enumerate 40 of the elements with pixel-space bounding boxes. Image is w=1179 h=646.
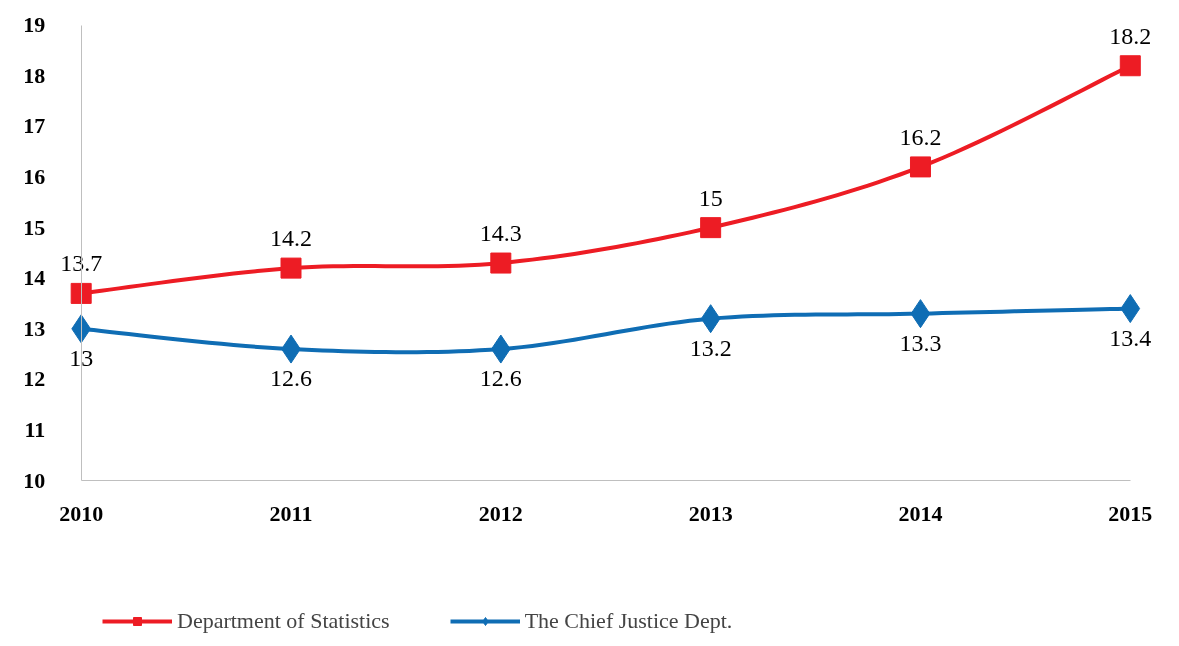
point [280,257,302,279]
y-tick-label: 16 [23,164,46,190]
point [490,252,512,274]
data-label: 14.2 [270,225,312,252]
x-tick-label: 2014 [898,500,943,526]
point [1120,294,1141,324]
data-label: 13.3 [899,329,942,356]
data-label: 14.3 [479,220,522,247]
point [490,334,511,364]
x-tick-label: 2013 [688,500,733,526]
x-tick-label: 2012 [478,500,523,526]
x-tick-label: 2015 [1108,500,1153,526]
point [909,156,931,178]
y-tick-label: 11 [24,416,46,442]
point [1119,55,1141,77]
y-tick-label: 13 [23,315,46,341]
data-label: 13 [69,344,94,371]
data-label: 13.2 [689,334,732,361]
data-label: 15 [698,184,723,211]
legend-label: The Chief Justice Dept. [524,608,733,634]
x-tick-label: 2010 [59,500,104,526]
point [700,217,722,239]
point [71,314,92,344]
y-tick-label: 19 [23,12,46,38]
y-tick-label: 14 [23,265,46,291]
legend-label: Department of Statistics [177,608,390,634]
point [910,299,931,329]
point [700,304,721,334]
data-label: 12.6 [270,365,312,392]
y-tick-label: 15 [23,214,46,240]
y-tick-label: 10 [23,467,46,493]
data-label: 12.6 [479,365,522,392]
data-label: 13.4 [1109,324,1152,351]
y-tick-label: 18 [23,62,46,88]
data-label: 18.2 [1109,22,1152,49]
point [70,282,92,304]
y-tick-label: 12 [23,366,46,392]
y-tick-label: 17 [23,113,46,139]
data-label: 16.2 [899,123,942,150]
x-tick-label: 2011 [269,500,313,526]
